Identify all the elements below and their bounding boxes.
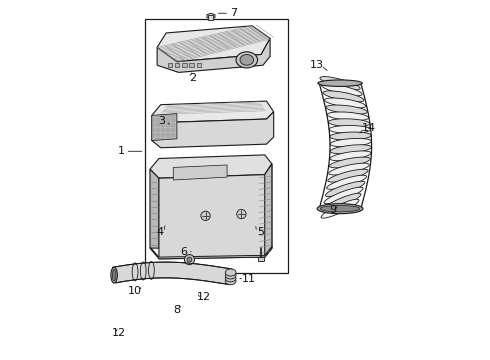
Bar [258,257,264,261]
Ellipse shape [321,84,362,96]
Ellipse shape [330,132,371,140]
Bar [145,19,288,273]
Polygon shape [150,246,272,259]
Ellipse shape [329,163,369,175]
Bar [190,63,194,67]
Ellipse shape [111,267,117,283]
Ellipse shape [330,139,371,147]
Text: 4: 4 [156,227,163,237]
Ellipse shape [324,98,366,108]
Text: 7: 7 [230,8,237,18]
Ellipse shape [324,187,363,204]
Ellipse shape [112,269,116,281]
Ellipse shape [236,52,258,68]
Polygon shape [173,165,227,180]
Ellipse shape [326,105,368,114]
Ellipse shape [330,151,371,161]
Circle shape [201,211,210,221]
Ellipse shape [321,199,359,218]
Circle shape [237,210,246,219]
Ellipse shape [317,204,363,214]
Bar [168,63,172,67]
Text: 13: 13 [310,60,324,70]
Circle shape [187,257,192,262]
Polygon shape [157,39,270,72]
Ellipse shape [318,80,362,86]
Ellipse shape [322,193,361,211]
Polygon shape [152,112,274,148]
Polygon shape [150,169,159,248]
Ellipse shape [327,175,367,189]
Text: 5: 5 [258,227,265,237]
Circle shape [184,255,195,265]
Bar [182,63,187,67]
Text: 1: 1 [118,146,125,156]
Polygon shape [159,164,272,259]
Text: 8: 8 [173,305,180,315]
Text: 14: 14 [362,123,376,133]
Ellipse shape [330,145,371,154]
Ellipse shape [327,112,368,121]
Ellipse shape [240,54,254,65]
Text: 11: 11 [242,274,256,284]
Ellipse shape [320,206,360,212]
Ellipse shape [329,126,370,133]
Polygon shape [265,164,272,257]
Bar [175,63,179,67]
Text: 12: 12 [112,328,126,338]
Ellipse shape [320,77,360,90]
Ellipse shape [325,181,365,197]
Text: 3: 3 [158,116,165,126]
Text: 6: 6 [180,247,187,257]
Bar [196,63,201,67]
Ellipse shape [329,157,370,168]
Text: 10: 10 [127,286,142,296]
Text: 12: 12 [196,292,211,302]
Ellipse shape [225,275,236,282]
Ellipse shape [328,119,370,127]
Polygon shape [157,26,270,62]
Polygon shape [152,114,177,140]
Text: 9: 9 [329,206,337,216]
Ellipse shape [328,169,368,182]
Polygon shape [152,101,274,123]
Text: 2: 2 [190,73,196,83]
Polygon shape [207,13,215,19]
Ellipse shape [225,269,236,276]
Polygon shape [113,262,232,285]
Bar [208,15,214,20]
Polygon shape [150,155,272,178]
Ellipse shape [323,91,364,102]
Ellipse shape [225,272,236,279]
Ellipse shape [225,278,236,285]
